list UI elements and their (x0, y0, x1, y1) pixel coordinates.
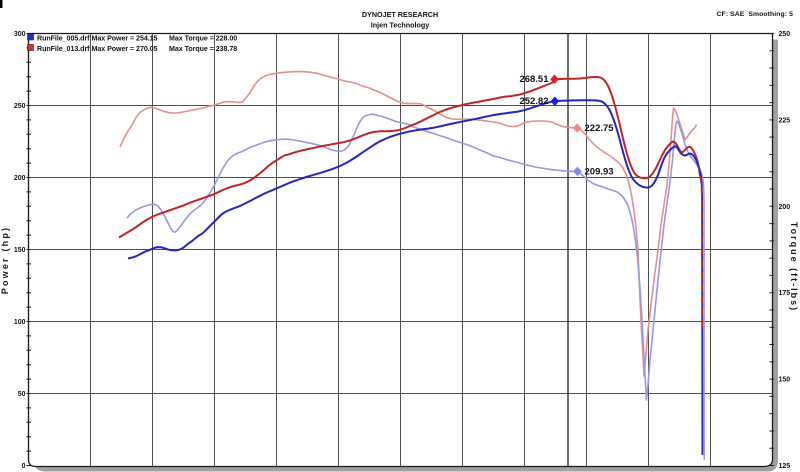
svg-text:200: 200 (779, 204, 791, 211)
svg-text:125: 125 (779, 463, 791, 470)
svg-text:Power (hp): Power (hp) (0, 226, 10, 295)
svg-text:RunFile_005.drf: RunFile_005.drf (37, 35, 90, 43)
svg-text:Max Power = 270.05: Max Power = 270.05 (92, 45, 158, 53)
svg-text:100: 100 (14, 319, 26, 326)
svg-text:200: 200 (14, 175, 26, 182)
svg-text:300: 300 (14, 31, 26, 38)
svg-text:50: 50 (18, 391, 26, 398)
svg-text:209.93: 209.93 (585, 167, 614, 178)
svg-text:Max Power = 254.15: Max Power = 254.15 (92, 35, 158, 43)
svg-text:RunFile_013.drf: RunFile_013.drf (37, 45, 90, 53)
svg-text:222.75: 222.75 (585, 123, 615, 134)
svg-text:Torque (ft-lbs): Torque (ft-lbs) (789, 222, 799, 312)
svg-text:252.82: 252.82 (519, 96, 548, 107)
svg-text:268.51: 268.51 (519, 74, 549, 85)
svg-text:DYNOJET RESEARCH: DYNOJET RESEARCH (362, 10, 438, 19)
svg-text:0: 0 (22, 463, 26, 470)
svg-text:250: 250 (779, 31, 791, 38)
svg-text:225: 225 (779, 117, 791, 124)
svg-text:175: 175 (779, 290, 791, 297)
svg-text:Max Torque = 228.00: Max Torque = 228.00 (169, 35, 237, 43)
svg-text:CF: SAE Smoothing: 5: CF: SAE Smoothing: 5 (717, 11, 794, 18)
svg-text:150: 150 (14, 247, 26, 254)
svg-text:Max Torque = 238.78: Max Torque = 238.78 (169, 45, 237, 53)
svg-text:250: 250 (14, 103, 26, 110)
svg-text:Injen Technology: Injen Technology (371, 21, 430, 30)
svg-text:150: 150 (779, 377, 791, 384)
